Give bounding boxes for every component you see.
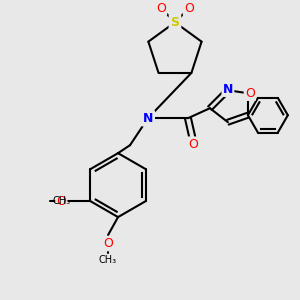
Text: O: O (184, 2, 194, 15)
Text: N: N (143, 112, 153, 125)
Text: N: N (223, 83, 233, 96)
Text: O: O (103, 237, 113, 250)
Text: CH₃: CH₃ (99, 255, 117, 265)
Text: O: O (245, 87, 255, 100)
Text: O: O (56, 195, 66, 208)
Text: S: S (170, 16, 179, 29)
Text: O: O (156, 2, 166, 15)
Text: CH₃: CH₃ (52, 196, 70, 206)
Text: O: O (188, 138, 198, 151)
